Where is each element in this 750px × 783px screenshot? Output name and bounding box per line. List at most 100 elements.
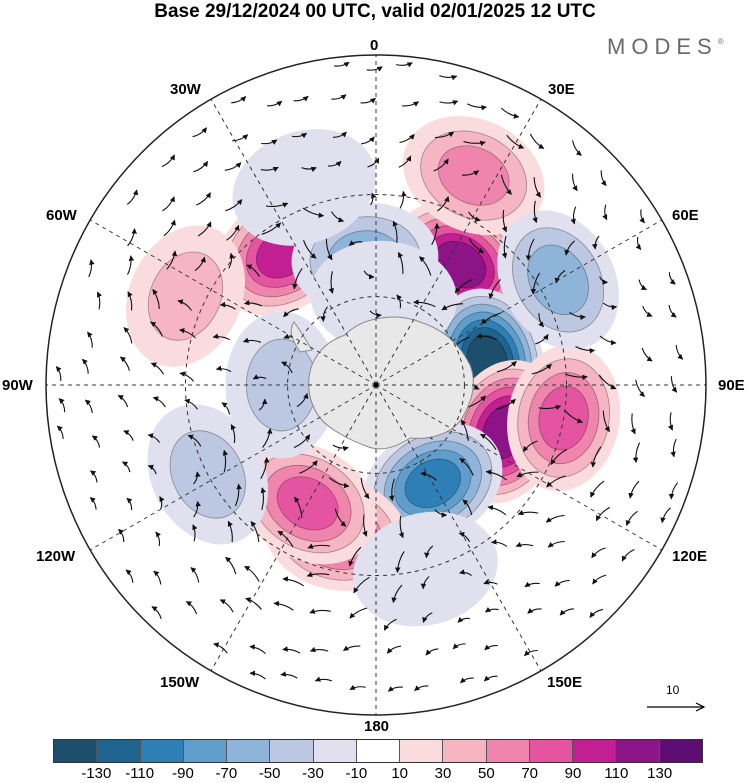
wind-arrow — [245, 597, 262, 610]
wind-arrow — [332, 131, 347, 138]
wind-arrow — [460, 677, 474, 684]
wind-arrow — [91, 435, 101, 448]
registered-mark: ® — [717, 36, 724, 46]
wind-arrow — [244, 565, 260, 582]
wind-arrow — [457, 617, 470, 623]
wind-arrow — [90, 470, 98, 483]
wind-arrow — [591, 547, 606, 559]
lon-label-150w: 150W — [160, 674, 200, 691]
wind-arrow — [184, 398, 198, 410]
wind-arrow — [225, 199, 243, 212]
wind-arrow — [163, 219, 176, 237]
wind-arrow — [571, 140, 582, 156]
wind-arrow — [196, 192, 211, 206]
wind-arrow — [185, 601, 198, 615]
wind-arrow — [331, 211, 345, 223]
map-title: Base 29/12/2024 00 UTC, valid 02/01/2025… — [154, 1, 596, 22]
wind-arrow — [159, 496, 165, 510]
lon-label-90e: 90E — [718, 377, 745, 394]
wind-arrow — [488, 279, 501, 300]
wind-arrow — [484, 607, 499, 613]
wind-arrow — [192, 127, 208, 138]
wind-arrow — [500, 107, 520, 119]
wind-arrow — [150, 321, 164, 337]
wind-arrow — [495, 398, 516, 410]
lon-label-150e: 150E — [547, 674, 583, 691]
wind-arrow — [675, 344, 684, 360]
wind-arrow — [392, 220, 398, 243]
wind-arrow — [458, 531, 471, 543]
wind-arrow — [434, 131, 455, 139]
wind-arrow — [147, 433, 161, 443]
colorbar-tick-label: -70 — [215, 765, 238, 782]
wind-arrow — [460, 419, 469, 441]
wind-arrow — [632, 442, 641, 464]
wind-arrow — [419, 256, 432, 276]
wind-arrow — [349, 607, 368, 619]
wind-arrow — [243, 299, 263, 307]
lon-label-0: 0 — [370, 37, 379, 54]
wind-arrow — [483, 579, 498, 585]
colorbar-swatch — [442, 740, 486, 762]
wind-arrow — [361, 136, 375, 145]
wind-arrow — [250, 520, 260, 542]
wind-arrow — [262, 428, 273, 448]
brand-name: MODES — [607, 34, 718, 59]
lon-label-180: 180 — [364, 718, 390, 735]
wind-arrow — [545, 514, 565, 523]
wind-arrow — [383, 618, 397, 631]
wind-arrow — [282, 646, 301, 654]
wind-arrow — [667, 412, 674, 431]
wind-arrow — [213, 642, 228, 654]
wind-arrow — [522, 440, 538, 453]
wind-arrow — [150, 362, 165, 375]
wind-arrow — [468, 238, 485, 253]
meridian-line — [375, 384, 663, 551]
wind-arrow — [506, 134, 525, 149]
wind-arrow — [413, 299, 436, 308]
lat-lon-grid — [46, 55, 706, 715]
wind-arrow — [280, 671, 298, 679]
wind-arrow — [261, 139, 278, 145]
wind-arrow — [589, 608, 604, 618]
wind-arrow — [252, 374, 267, 380]
wind-arrow — [480, 433, 497, 450]
meridian-line — [89, 219, 377, 386]
wind-arrow — [638, 279, 647, 291]
wind-arrow — [332, 444, 349, 452]
wind-arrow — [302, 207, 325, 219]
wind-arrow — [414, 685, 429, 692]
wind-arrow — [602, 410, 610, 433]
wind-arrow — [306, 571, 330, 578]
wind-arrow — [273, 600, 294, 611]
wind-arrow — [621, 548, 635, 562]
wind-arrow — [496, 360, 517, 373]
wind-arrow — [197, 221, 212, 237]
colorbar-swatch — [182, 740, 227, 762]
wind-arrow — [547, 540, 565, 548]
wind-arrow — [517, 510, 539, 516]
wind-arrow — [559, 608, 574, 616]
colorbar-swatch — [54, 740, 97, 762]
wind-arrow — [546, 475, 566, 488]
wind-arrow — [569, 311, 586, 320]
wind-arrow — [670, 438, 677, 458]
wind-arrow — [396, 294, 403, 309]
wind-arrow — [228, 252, 235, 269]
colorbar-swatch — [269, 740, 313, 762]
colorbar-tick-label: 90 — [564, 765, 582, 782]
wind-arrow — [591, 235, 600, 250]
wind-arrow — [590, 480, 605, 498]
wind-arrow — [293, 95, 309, 102]
colorbar-tick-label: -30 — [302, 765, 324, 782]
wind-arrow — [179, 371, 195, 382]
wind-arrow — [564, 240, 576, 256]
wind-arrow — [161, 154, 175, 168]
wind-arrow — [441, 303, 464, 311]
wind-arrow — [123, 430, 134, 441]
wind-arrow — [394, 551, 405, 573]
lon-label-120e: 120E — [672, 548, 708, 565]
wind-arrow — [399, 190, 407, 209]
colorbar-tick-label: 130 — [647, 765, 673, 782]
wind-arrow — [668, 482, 679, 500]
